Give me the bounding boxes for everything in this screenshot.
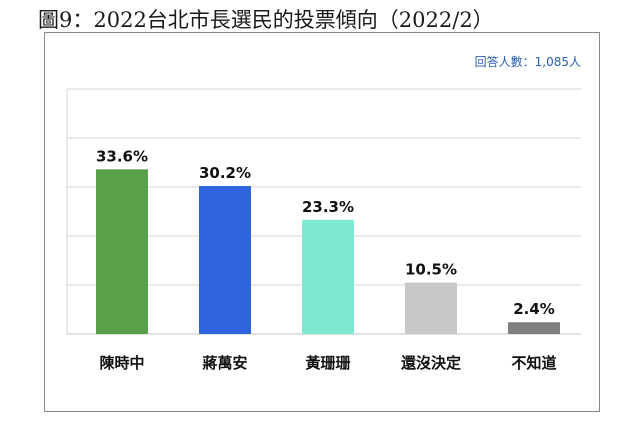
bar-value-label: 23.3% [302, 198, 354, 216]
bar-1 [96, 169, 148, 334]
bar-5 [508, 322, 560, 334]
respondent-count-note: 回答人數：1,085人 [474, 55, 581, 69]
category-label: 不知道 [511, 354, 556, 372]
labels: 33.6% 陳時中 30.2% 蔣萬安 23.3% 黃珊珊 10.5% 還沒決定 2.4% 不知道 [96, 147, 557, 372]
bar-value-label: 2.4% [513, 300, 555, 318]
bar-value-label: 10.5% [405, 261, 457, 279]
bar-chart: 33.6% 陳時中 30.2% 蔣萬安 23.3% 黃珊珊 10.5% 還沒決定 2.4% 不知道 [66, 88, 581, 372]
bar-value-label: 33.6% [96, 147, 148, 165]
category-label: 黃珊珊 [305, 354, 350, 372]
bar-2 [199, 186, 251, 334]
bar-4 [405, 282, 457, 334]
category-label: 蔣萬安 [202, 354, 247, 372]
bar-3 [302, 219, 354, 334]
chart-panel: 回答人數：1,085人 33.6% 陳時中 30.2% 蔣萬安 23.3% 黃珊珊 10.5… [44, 32, 600, 412]
bar-value-label: 30.2% [199, 164, 251, 182]
bars [96, 169, 560, 334]
chart-title: 圖9：2022台北市長選民的投票傾向（2022/2） [38, 8, 494, 32]
category-label: 陳時中 [99, 354, 144, 372]
category-label: 還沒決定 [401, 354, 461, 372]
